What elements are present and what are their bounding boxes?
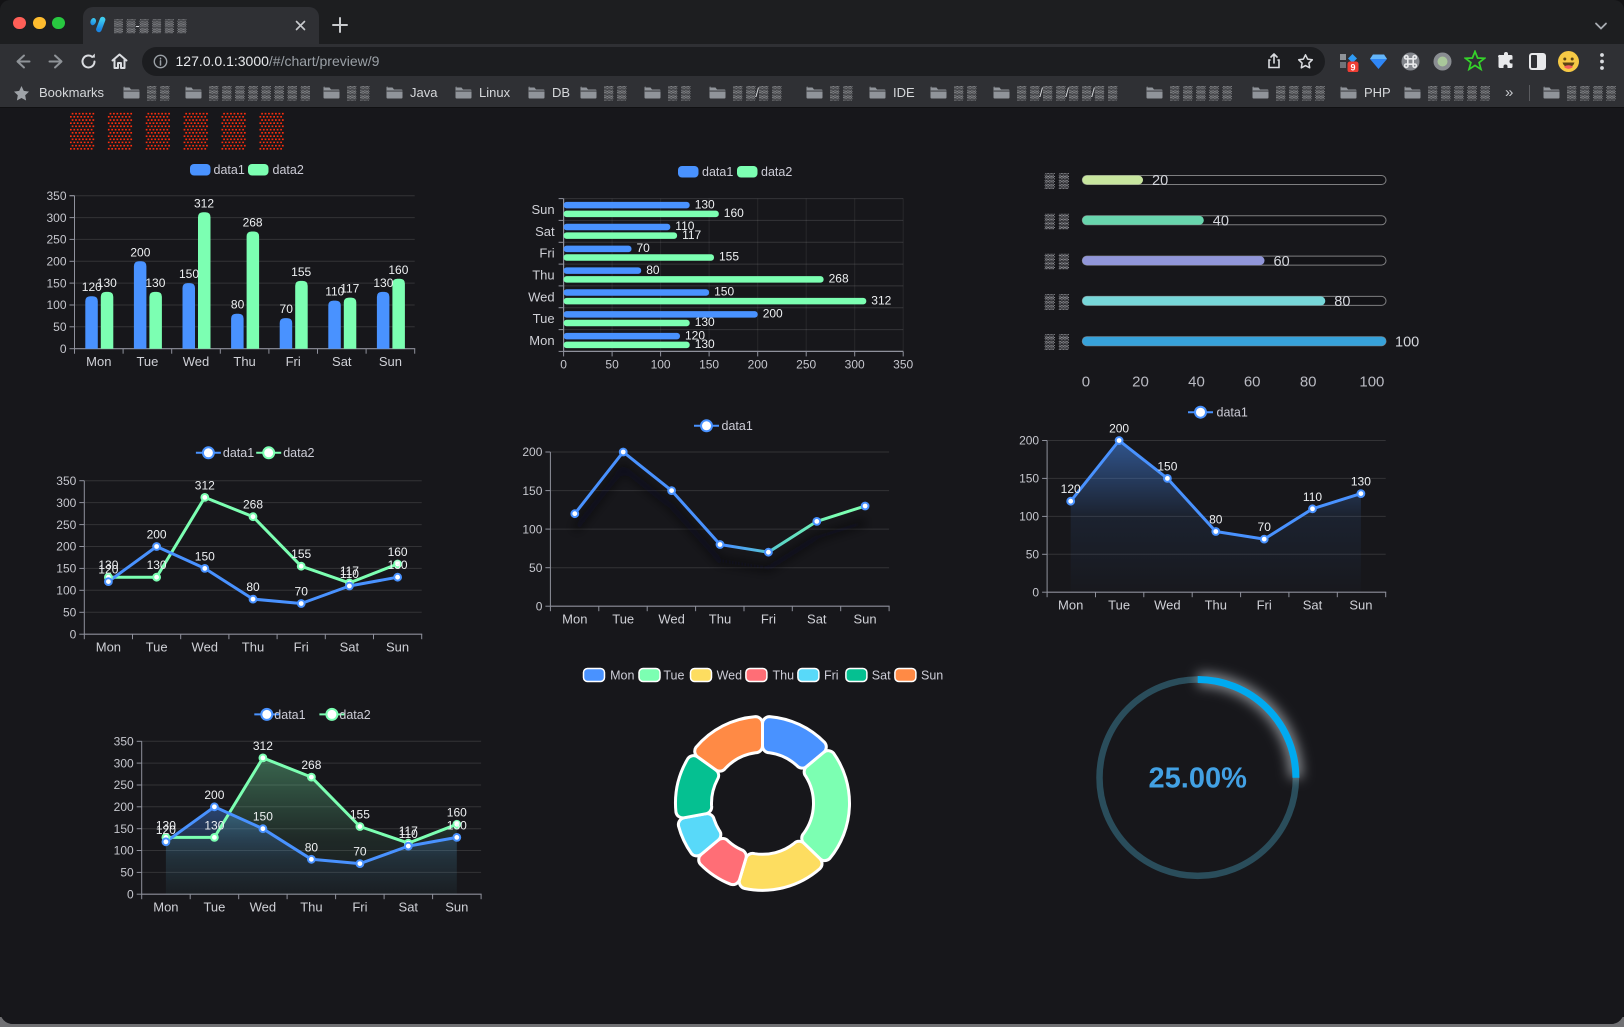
svg-text:9: 9	[1350, 62, 1355, 72]
